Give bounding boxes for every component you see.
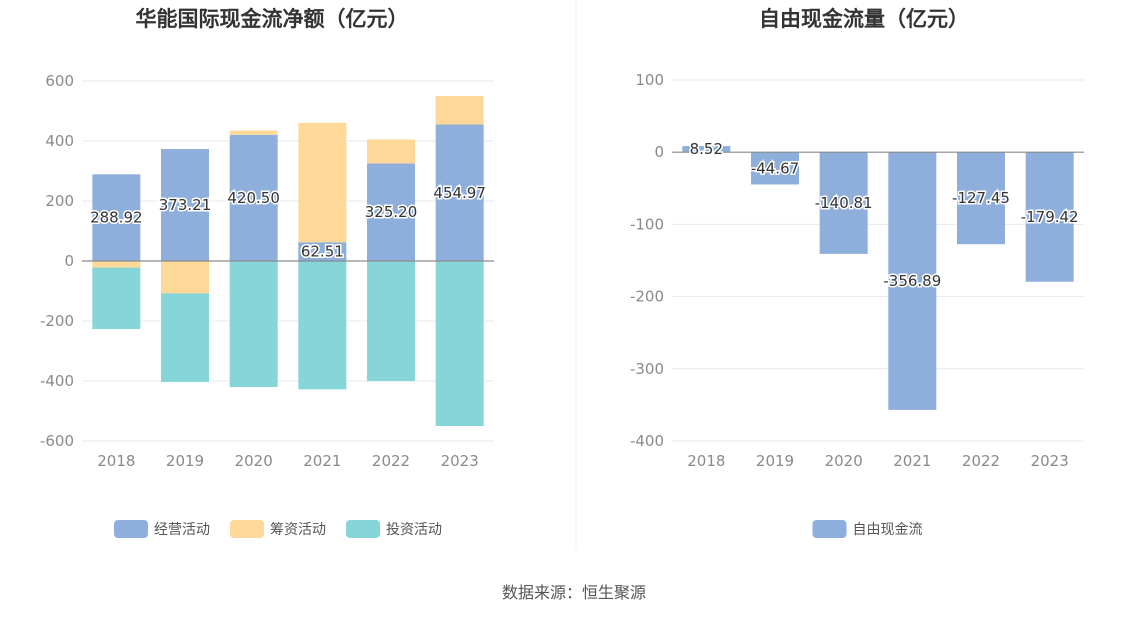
data-label: -127.45 bbox=[952, 189, 1010, 207]
y-tick-label: 400 bbox=[45, 132, 74, 150]
bar-投资活动-2020[interactable] bbox=[229, 261, 278, 387]
bar-筹资活动-2021[interactable] bbox=[298, 122, 347, 243]
bar-经营活动-2021[interactable] bbox=[298, 242, 347, 261]
y-tick-label: 100 bbox=[635, 71, 664, 89]
data-label: 8.52 bbox=[690, 140, 723, 158]
bar-投资活动-2018[interactable] bbox=[92, 267, 141, 330]
x-tick-label: 2022 bbox=[372, 452, 410, 470]
bar-经营活动-2020[interactable] bbox=[229, 134, 278, 261]
y-tick-label: -100 bbox=[630, 215, 664, 233]
bar-自由现金流-2022[interactable] bbox=[957, 152, 1005, 245]
data-source-note: 数据来源：恒生聚源 bbox=[502, 583, 646, 602]
data-label: -179.42 bbox=[1021, 208, 1079, 226]
bar-自由现金流-2023[interactable] bbox=[1025, 152, 1074, 282]
y-tick-label: -200 bbox=[40, 312, 74, 330]
x-tick-label: 2022 bbox=[962, 452, 1000, 470]
y-tick-label: 0 bbox=[654, 143, 664, 161]
y-tick-label: -200 bbox=[630, 288, 664, 306]
bar-经营活动-2019[interactable] bbox=[161, 149, 209, 261]
data-label: 420.50 bbox=[227, 189, 280, 207]
cashflow-legend[interactable]: 经营活动 筹资活动 投资活动 bbox=[114, 520, 442, 538]
cashflow-chart-title: 华能国际现金流净额（亿元） bbox=[136, 7, 409, 31]
bar-投资活动-2019[interactable] bbox=[161, 293, 209, 382]
cashflow-x-axis: 2018 2019 2020 2021 2022 2023 bbox=[97, 452, 479, 470]
x-tick-label: 2019 bbox=[166, 452, 204, 470]
x-tick-label: 2020 bbox=[825, 452, 863, 470]
free-cashflow-legend[interactable]: 自由现金流 bbox=[812, 520, 923, 538]
y-tick-label: 0 bbox=[64, 252, 74, 270]
bar-筹资活动-2019[interactable] bbox=[161, 261, 209, 294]
data-label: 288.92 bbox=[90, 209, 143, 227]
bar-筹资活动-2023[interactable] bbox=[435, 96, 484, 125]
bar-自由现金流-2018[interactable] bbox=[682, 146, 731, 153]
legend-swatch[interactable] bbox=[812, 520, 847, 538]
free-cashflow-chart: 自由现金流量（亿元） 100 0 -100 -200 -300 -400 8.52 -44.… bbox=[630, 7, 1084, 538]
y-tick-label: -400 bbox=[40, 372, 74, 390]
x-tick-label: 2023 bbox=[441, 452, 479, 470]
legend-swatch[interactable] bbox=[346, 520, 380, 538]
cashflow-chart: 华能国际现金流净额（亿元） 600 400 200 0 -200 -400 -600 288… bbox=[40, 7, 494, 538]
cashflow-data-labels: 288.92 373.21 420.50 62.51 325.20 454.97 bbox=[89, 182, 488, 262]
x-tick-label: 2019 bbox=[756, 452, 794, 470]
bar-自由现金流-2021[interactable] bbox=[888, 152, 937, 410]
x-tick-label: 2021 bbox=[893, 452, 931, 470]
data-label: -356.89 bbox=[883, 272, 941, 290]
data-label: 62.51 bbox=[301, 243, 344, 261]
bar-投资活动-2022[interactable] bbox=[367, 261, 415, 381]
y-tick-label: 600 bbox=[45, 72, 74, 90]
legend-swatch[interactable] bbox=[230, 520, 264, 538]
y-tick-label: -300 bbox=[630, 360, 664, 378]
bar-经营活动-2018[interactable] bbox=[92, 174, 141, 261]
bar-投资活动-2023[interactable] bbox=[435, 261, 484, 426]
bar-筹资活动-2018[interactable] bbox=[92, 261, 141, 268]
bar-经营活动-2023[interactable] bbox=[435, 124, 484, 261]
x-tick-label: 2021 bbox=[303, 452, 341, 470]
x-tick-label: 2020 bbox=[235, 452, 273, 470]
legend-label[interactable]: 自由现金流 bbox=[853, 522, 923, 538]
free-cashflow-bars bbox=[682, 146, 1074, 410]
x-tick-label: 2018 bbox=[687, 452, 725, 470]
bar-自由现金流-2019[interactable] bbox=[751, 152, 799, 185]
y-tick-label: -400 bbox=[630, 432, 664, 450]
y-tick-label: 200 bbox=[45, 192, 74, 210]
data-label: 325.20 bbox=[365, 203, 418, 221]
y-tick-label: -600 bbox=[40, 432, 74, 450]
bar-经营活动-2022[interactable] bbox=[367, 163, 415, 261]
legend-label[interactable]: 筹资活动 bbox=[270, 521, 326, 538]
data-label: -140.81 bbox=[815, 194, 873, 212]
data-label: -44.67 bbox=[751, 159, 799, 177]
bar-自由现金流-2020[interactable] bbox=[819, 152, 868, 254]
cashflow-bars bbox=[92, 96, 484, 426]
legend-label[interactable]: 经营活动 bbox=[154, 522, 210, 538]
data-label: 454.97 bbox=[433, 184, 486, 202]
data-label: 373.21 bbox=[159, 196, 212, 214]
legend-label[interactable]: 投资活动 bbox=[386, 522, 442, 538]
cashflow-grid: 600 400 200 0 -200 -400 -600 bbox=[40, 72, 494, 450]
x-tick-label: 2018 bbox=[97, 452, 135, 470]
free-cashflow-grid: 100 0 -100 -200 -300 -400 bbox=[630, 71, 1084, 450]
bar-筹资活动-2022[interactable] bbox=[367, 139, 415, 164]
bar-筹资活动-2020[interactable] bbox=[229, 130, 278, 135]
legend-swatch[interactable] bbox=[114, 520, 148, 538]
free-cashflow-data-labels: 8.52 -44.67 -140.81 -356.89 -127.45 -179.42 bbox=[688, 139, 1080, 292]
free-cashflow-x-axis: 2018 2019 2020 2021 2022 2023 bbox=[687, 452, 1069, 470]
free-cashflow-chart-title: 自由现金流量（亿元） bbox=[759, 7, 969, 31]
x-tick-label: 2023 bbox=[1031, 452, 1069, 470]
bar-投资活动-2021[interactable] bbox=[298, 261, 347, 390]
